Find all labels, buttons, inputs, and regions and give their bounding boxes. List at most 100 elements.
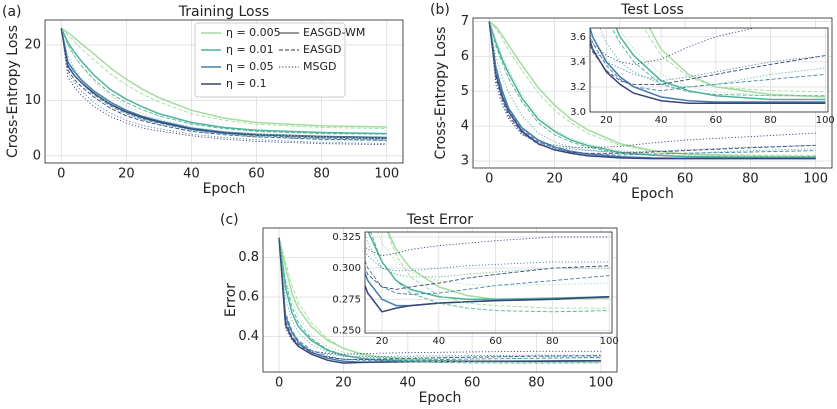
- y-tick-label: 3.2: [570, 82, 586, 93]
- y-tick-label: 20: [24, 37, 41, 52]
- x-axis-label: Epoch: [419, 390, 462, 406]
- x-tick-label: 0: [275, 376, 283, 391]
- x-tick-label: 100: [600, 336, 619, 347]
- x-tick-label: 40: [655, 115, 668, 126]
- y-tick-label: 0.250: [332, 326, 361, 337]
- x-tick-label: 60: [489, 336, 502, 347]
- x-tick-label: 80: [528, 376, 545, 391]
- legend-label: η = 0.01: [226, 43, 274, 56]
- x-tick-label: 40: [183, 167, 200, 182]
- series-line: [278, 237, 601, 355]
- y-tick-label: 0.6: [238, 290, 259, 305]
- series-line: [278, 237, 601, 361]
- x-tick-label: 100: [816, 115, 835, 126]
- chart-title: Training Loss: [178, 4, 269, 20]
- plot-area: [365, 232, 612, 333]
- x-tick-label: 80: [313, 167, 330, 182]
- series-line: [590, 28, 826, 103]
- series-line: [488, 21, 816, 153]
- y-tick-label: 3.0: [570, 107, 586, 118]
- plot-frame: [262, 227, 618, 373]
- series-line: [365, 283, 610, 313]
- x-tick-label: 0: [485, 172, 493, 187]
- series-line: [488, 21, 816, 154]
- legend-box: [194, 22, 346, 98]
- x-tick-label: 20: [600, 115, 613, 126]
- series-line: [611, 28, 826, 97]
- x-tick-label: 20: [118, 167, 135, 182]
- panel-label: (b): [430, 2, 450, 18]
- series-line: [278, 237, 601, 359]
- plot-frame: [44, 19, 404, 164]
- series-line: [648, 28, 826, 98]
- series-line: [365, 236, 610, 257]
- x-tick-label: 40: [612, 172, 629, 187]
- y-tick-label: 6: [461, 49, 469, 64]
- y-tick-label: 5: [461, 84, 469, 99]
- series-line: [615, 28, 826, 101]
- y-tick-label: 0.275: [332, 294, 361, 305]
- y-axis-label: Cross-Entropy Loss: [433, 27, 449, 160]
- series-line: [590, 40, 826, 82]
- x-tick-label: 40: [400, 376, 417, 391]
- lines: [365, 232, 610, 313]
- series-line: [590, 42, 826, 85]
- y-tick-label: 0.300: [332, 263, 361, 274]
- series-line: [60, 28, 387, 141]
- series-line: [618, 28, 826, 98]
- chart-title: Test Error: [406, 212, 473, 228]
- series-line: [60, 27, 387, 130]
- legend-label: η = 0.005: [226, 26, 281, 39]
- x-tick-label: 80: [764, 115, 777, 126]
- y-tick-label: 3.4: [570, 57, 586, 68]
- inset: 20 40 60 80 100 3.0 3.2 3.4 3.6: [570, 27, 835, 126]
- series-line: [278, 237, 601, 363]
- y-tick-label: 4: [461, 119, 469, 134]
- y-axis-label: Cross-Entropy Loss: [5, 25, 21, 158]
- x-tick-label: 80: [546, 336, 559, 347]
- series-line: [488, 21, 816, 149]
- x-tick-label: 20: [376, 336, 389, 347]
- legend-label: η = 0.1: [226, 77, 267, 90]
- series-line: [488, 21, 816, 160]
- y-tick-label: 0.8: [238, 250, 259, 265]
- series-line: [377, 232, 610, 287]
- inset: 20 40 60 80 100 0.250 0.275 0.300 0.325: [332, 231, 619, 347]
- chart-title: Test Loss: [620, 2, 684, 18]
- series-line: [278, 237, 601, 364]
- legend-label: EASGD: [303, 43, 341, 56]
- plot-frame: [364, 231, 613, 334]
- series-line: [60, 27, 387, 135]
- series-line: [590, 38, 826, 104]
- plot-frame: [589, 27, 829, 113]
- x-tick-label: 20: [335, 376, 352, 391]
- series-line: [488, 21, 816, 157]
- series-line: [488, 21, 816, 155]
- plot-area: [590, 28, 828, 112]
- y-tick-label: 0.325: [332, 232, 361, 243]
- y-tick-label: 3: [461, 154, 469, 169]
- series-line: [365, 259, 610, 295]
- y-tick-label: 10: [24, 93, 41, 108]
- x-tick-label: 60: [248, 167, 265, 182]
- series-line: [386, 232, 610, 309]
- x-tick-label: 60: [677, 172, 694, 187]
- x-tick-label: 20: [546, 172, 563, 187]
- series-line: [590, 28, 757, 65]
- legend-label: EASGD-WM: [303, 26, 365, 39]
- plot-frame: [472, 17, 833, 169]
- lines: [60, 27, 387, 146]
- legend-label: MSGD: [303, 60, 336, 73]
- x-tick-label: 60: [709, 115, 722, 126]
- series-line: [60, 28, 387, 140]
- x-axis-label: Epoch: [203, 181, 246, 197]
- panel-label: (a): [2, 4, 22, 20]
- panel-label: (c): [220, 212, 239, 228]
- lines: [278, 237, 601, 364]
- y-axis-label: Error: [223, 283, 239, 317]
- series-line: [370, 232, 610, 313]
- series-line: [60, 27, 387, 128]
- y-tick-label: 3.6: [570, 32, 586, 43]
- lines: [590, 28, 826, 104]
